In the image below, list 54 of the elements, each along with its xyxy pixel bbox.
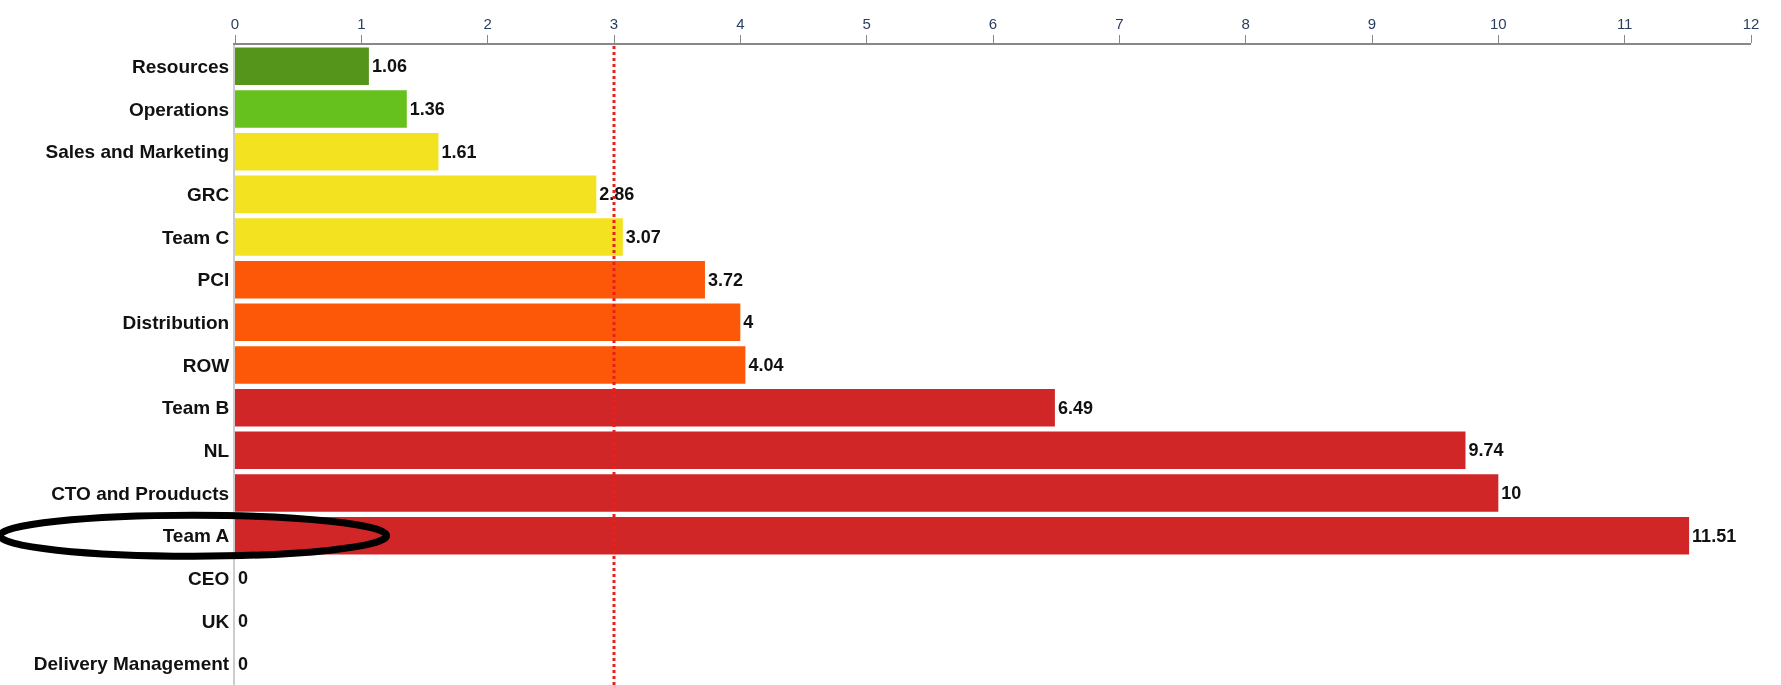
x-tick-label: 2 (483, 15, 492, 32)
y-tick-label: Team C (161, 226, 230, 248)
y-tick-label: Resources (132, 55, 230, 77)
data-label: 1.61 (441, 141, 477, 162)
y-tick-label: PCI (197, 269, 230, 291)
bar (235, 47, 369, 86)
x-tick-label: 11 (1616, 15, 1633, 32)
data-label: 10 (1501, 483, 1522, 503)
x-tick-label: 7 (1115, 15, 1124, 32)
data-label: 0 (238, 653, 249, 674)
bar (235, 218, 623, 256)
bar (235, 260, 705, 299)
x-tick-label: 5 (862, 15, 871, 32)
data-label: 4.04 (748, 355, 784, 375)
y-tick-label: ROW (182, 354, 230, 376)
x-tick-label: 3 (609, 15, 619, 32)
y-tick-label: CTO and Prouducts (51, 482, 230, 504)
bar (235, 431, 1466, 470)
x-tick-label: 6 (988, 15, 998, 32)
bar (235, 474, 1499, 512)
bar (235, 90, 407, 128)
y-tick-label: Delivery Management (33, 653, 230, 675)
data-label: 3.72 (707, 269, 744, 290)
data-label: 4 (743, 312, 754, 333)
y-tick-label: Team A (162, 525, 230, 547)
bar (235, 303, 741, 342)
y-tick-label: Team B (161, 397, 230, 419)
data-label: 0 (238, 568, 249, 589)
x-tick-label: 0 (230, 15, 240, 32)
data-label: 11.51 (1692, 525, 1737, 546)
y-tick-label: Distribution (122, 311, 230, 333)
bar (235, 346, 746, 384)
y-tick-label: UK (201, 610, 230, 632)
bar (235, 132, 439, 171)
y-tick-label: Operations (128, 98, 230, 120)
data-label: 6.49 (1057, 397, 1093, 418)
x-tick-label: 1 (357, 15, 366, 32)
bar (235, 388, 1055, 427)
y-tick-label: GRC (186, 183, 230, 205)
data-label: 3.07 (625, 227, 661, 247)
y-tick-label: NL (203, 439, 230, 461)
y-tick-label: CEO (188, 567, 230, 589)
data-label: 1.36 (409, 99, 445, 119)
x-tick-label: 9 (1367, 15, 1377, 32)
x-tick-label: 8 (1241, 15, 1250, 32)
x-tick-label: 12 (1742, 15, 1760, 32)
bar (235, 175, 597, 214)
x-tick-label: 4 (736, 15, 745, 32)
x-tick-label: 10 (1489, 15, 1507, 32)
data-label: 0 (238, 611, 249, 631)
data-label: 1.06 (371, 56, 407, 77)
data-label: 2.86 (599, 184, 635, 205)
data-label: 9.74 (1468, 440, 1504, 461)
y-tick-label: Sales and Marketing (45, 141, 230, 163)
